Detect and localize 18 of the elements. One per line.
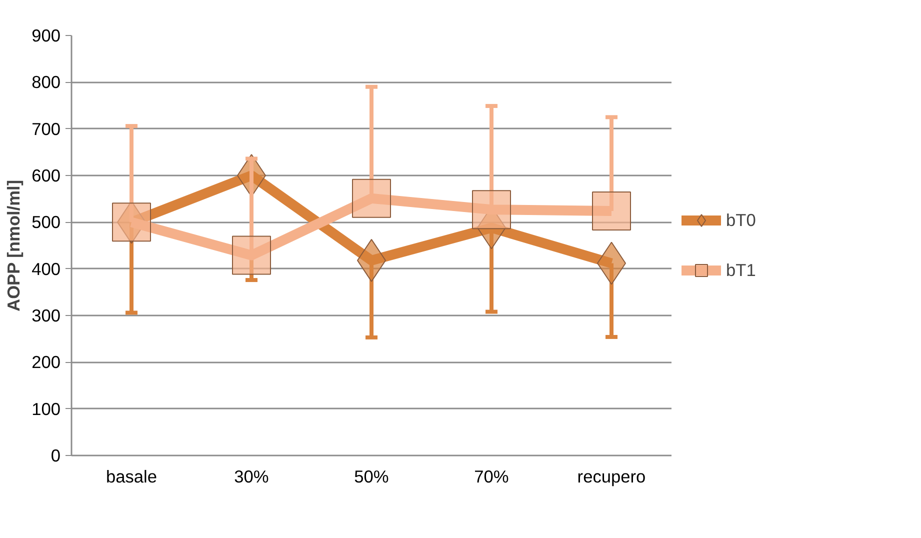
- y-tick-label: 200: [32, 352, 61, 372]
- y-tick-label: 0: [50, 446, 61, 466]
- y-tick-label: 100: [32, 398, 61, 419]
- y-tick-label: 900: [32, 26, 61, 46]
- x-tick-label: 70%: [474, 466, 509, 486]
- legend-label: bT0: [726, 210, 756, 230]
- y-axis-title: AOPP [nmol/ml]: [4, 180, 24, 312]
- y-tick-label: 500: [32, 212, 61, 232]
- y-tick-label: 300: [32, 306, 61, 326]
- y-tick-label: 400: [32, 258, 61, 279]
- y-tick-label: 600: [32, 166, 61, 186]
- x-tick-label: basale: [106, 466, 158, 486]
- x-tick-label: 30%: [234, 466, 269, 486]
- x-tick-label: recupero: [577, 466, 646, 486]
- y-tick-label: 700: [32, 118, 61, 139]
- x-tick-label: 50%: [354, 466, 389, 486]
- y-tick-label: 800: [32, 72, 61, 92]
- legend-label: bT1: [726, 260, 756, 280]
